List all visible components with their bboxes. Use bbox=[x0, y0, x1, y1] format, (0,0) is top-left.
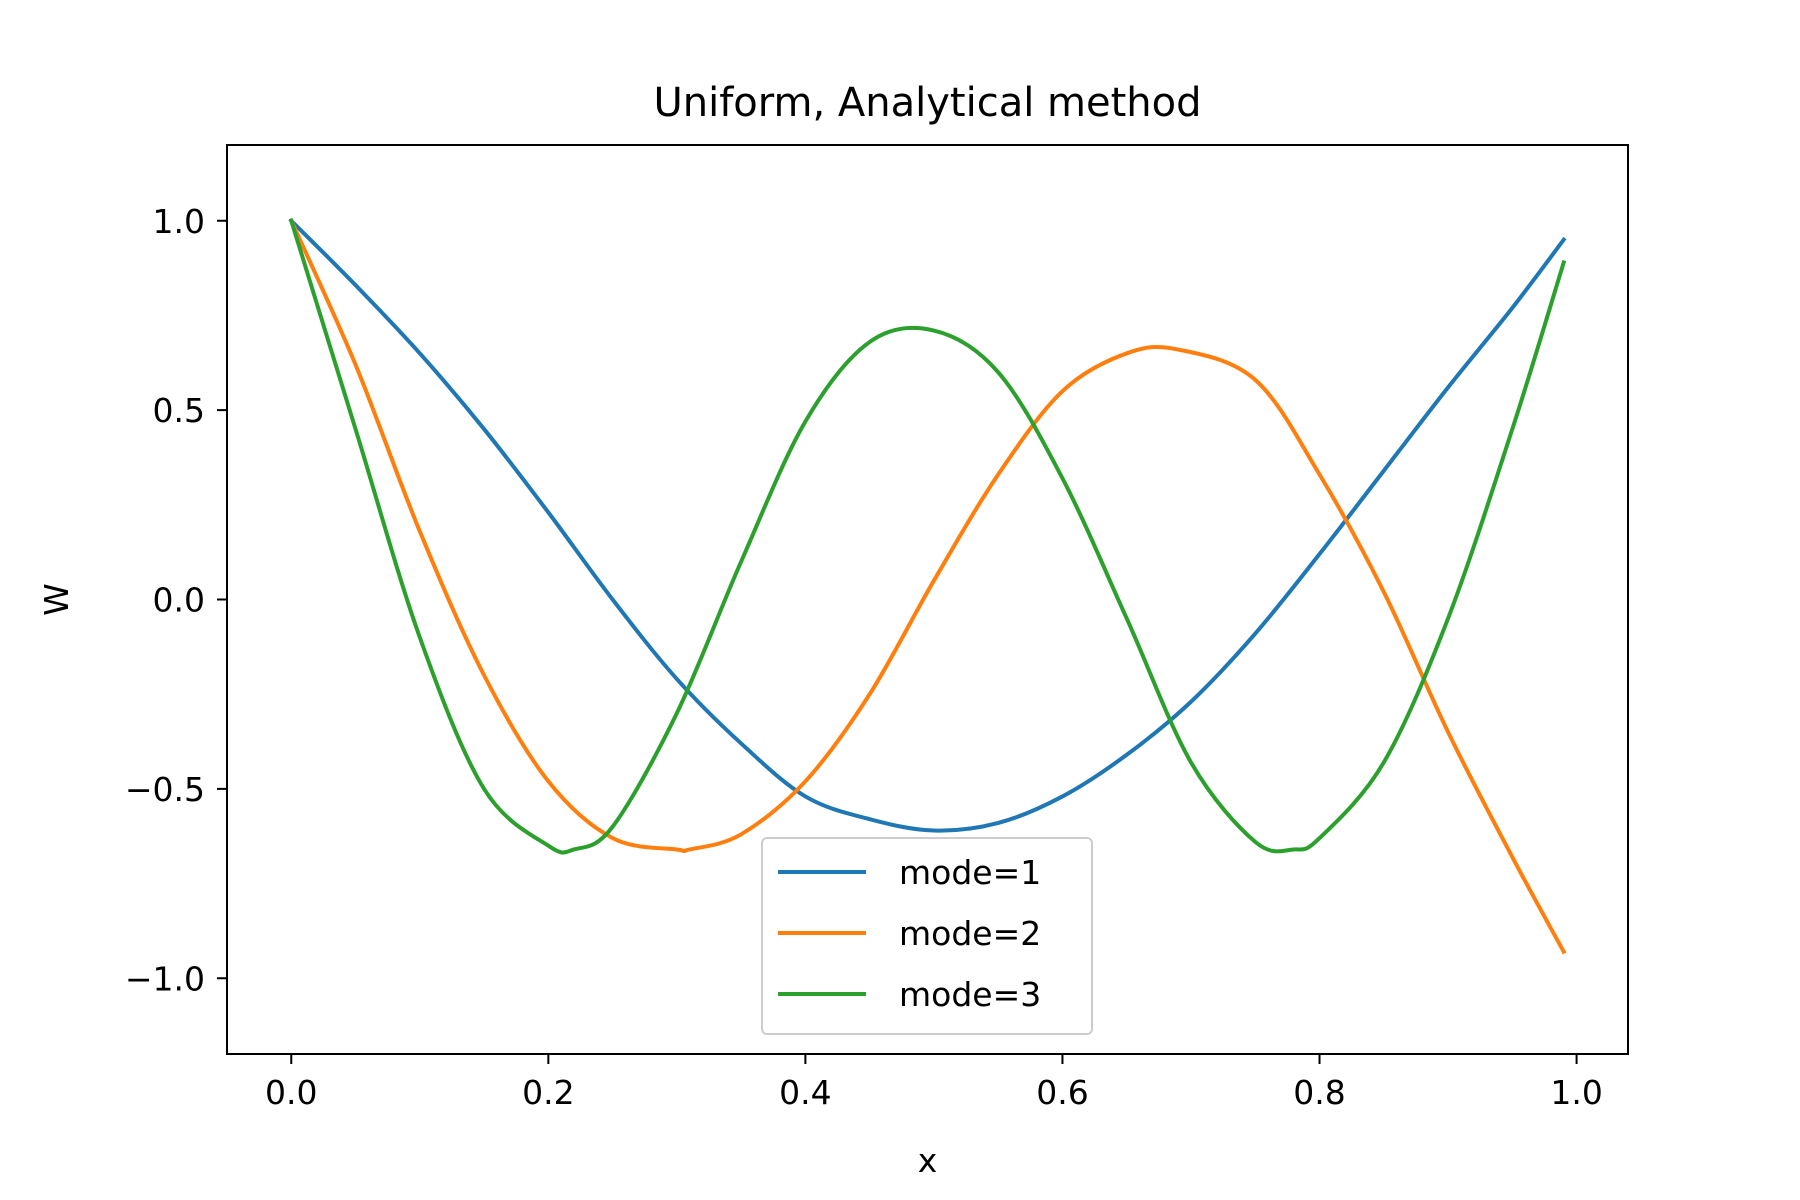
y-tick-label: 1.0 bbox=[153, 202, 205, 241]
chart-title: Uniform, Analytical method bbox=[653, 80, 1201, 126]
y-axis-title: W bbox=[37, 583, 76, 616]
series-line-mode-1 bbox=[288, 217, 1567, 833]
x-tick-label: 0.2 bbox=[522, 1073, 574, 1112]
legend-label-mode-3: mode=3 bbox=[899, 975, 1041, 1014]
x-tick-label: 1.0 bbox=[1550, 1073, 1602, 1112]
y-tick-label: −1.0 bbox=[125, 959, 205, 998]
y-tick-label: −0.5 bbox=[125, 770, 205, 809]
series-line-mode-2 bbox=[288, 218, 1567, 955]
legend-box bbox=[761, 837, 1093, 1035]
legend: mode=1 mode=2 mode=3 bbox=[761, 837, 1093, 1035]
legend-label-mode-1: mode=1 bbox=[899, 853, 1041, 892]
x-tick-label: 0.8 bbox=[1293, 1073, 1345, 1112]
legend-label-mode-2: mode=2 bbox=[899, 914, 1041, 953]
y-tick-label: 0.5 bbox=[153, 391, 205, 430]
x-tick-label: 0.6 bbox=[1036, 1073, 1088, 1112]
y-axis: 1.0 0.5 0.0 −0.5 −1.0 bbox=[125, 202, 227, 998]
series-line-mode-3 bbox=[288, 218, 1567, 855]
series-layer bbox=[288, 217, 1567, 955]
y-tick-label: 0.0 bbox=[153, 581, 205, 620]
x-tick-label: 0.4 bbox=[779, 1073, 831, 1112]
x-axis-title: x bbox=[918, 1141, 938, 1180]
x-axis: 0.0 0.2 0.4 0.6 0.8 1.0 bbox=[265, 1054, 1603, 1112]
x-tick-label: 0.0 bbox=[265, 1073, 317, 1112]
